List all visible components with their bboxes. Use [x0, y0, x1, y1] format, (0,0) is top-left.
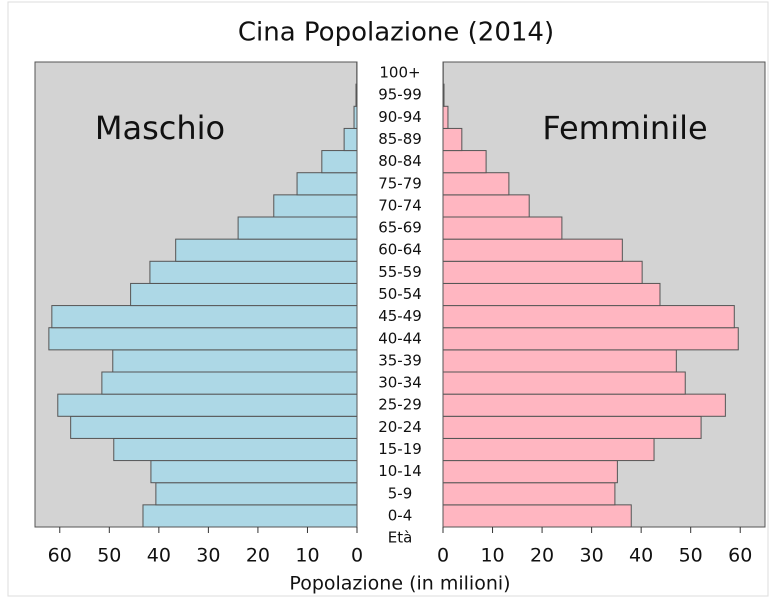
bar: [343, 127, 358, 152]
category-label: 10-14: [378, 462, 422, 480]
x-tick-label: 10: [480, 545, 504, 567]
bar: [150, 460, 358, 484]
x-tick-label: 50: [97, 545, 121, 567]
category-label: 50-54: [378, 285, 422, 303]
bar: [237, 216, 358, 240]
category-label: 60-64: [378, 241, 422, 259]
category-label: 80-84: [378, 152, 422, 170]
bar: [442, 105, 449, 129]
category-label: 100+: [379, 64, 420, 82]
bar: [442, 238, 623, 262]
x-tick-label: 20: [246, 545, 270, 567]
x-tick-label: 0: [437, 545, 449, 567]
category-label: 5-9: [388, 484, 413, 502]
bar: [149, 260, 358, 284]
series-label: Maschio: [95, 109, 225, 147]
bar: [155, 482, 358, 506]
category-label: 55-59: [378, 263, 422, 281]
category-label: 70-74: [378, 196, 422, 214]
bar: [442, 327, 739, 351]
bar: [442, 437, 655, 462]
bar: [442, 260, 643, 284]
category-label: 25-29: [378, 396, 422, 414]
bar: [442, 305, 735, 329]
x-tick-label: 40: [147, 545, 171, 567]
x-axis-label: Popolazione (in milioni): [289, 573, 510, 595]
x-tick-label: 60: [48, 545, 72, 567]
bar: [142, 504, 358, 528]
bar: [353, 105, 358, 129]
bar: [442, 393, 726, 417]
bar: [101, 371, 358, 395]
bar: [442, 504, 632, 528]
category-label: 15-19: [378, 440, 422, 458]
bar: [48, 327, 358, 351]
x-tick-label: 30: [196, 545, 220, 567]
x-tick-label: 60: [728, 545, 752, 567]
x-tick-label: 30: [580, 545, 604, 567]
bar: [273, 194, 358, 218]
category-label: 90-94: [378, 108, 422, 126]
bar: [442, 150, 487, 174]
category-label: 85-89: [378, 130, 422, 148]
bar: [442, 349, 677, 373]
bar: [442, 194, 530, 218]
bar: [442, 482, 616, 506]
category-label: 45-49: [378, 307, 422, 325]
x-tick-label: 50: [679, 545, 703, 567]
x-tick-label: 0: [351, 545, 363, 567]
series-label: Femminile: [542, 109, 707, 147]
bar: [112, 349, 358, 373]
bar: [442, 460, 618, 484]
bar: [296, 172, 358, 196]
category-label: 75-79: [378, 174, 422, 192]
category-label: 65-69: [378, 219, 422, 237]
category-label: 0-4: [388, 506, 413, 524]
x-tick-label: 20: [530, 545, 554, 567]
bar: [442, 371, 686, 395]
bar: [442, 216, 563, 240]
y-axis-label: Età: [388, 529, 413, 547]
category-label: 20-24: [378, 418, 422, 436]
bar: [113, 437, 358, 462]
bar: [130, 282, 358, 307]
category-label: 95-99: [378, 86, 422, 104]
x-tick-label: 10: [295, 545, 319, 567]
bar: [442, 282, 661, 307]
x-tick-label: 40: [629, 545, 653, 567]
bar: [321, 150, 358, 174]
bar: [51, 305, 358, 329]
bar: [442, 415, 702, 439]
bar: [442, 83, 445, 107]
category-label: 35-39: [378, 351, 422, 369]
category-label: 40-44: [378, 329, 422, 347]
bar: [442, 127, 463, 152]
bar: [70, 415, 358, 439]
bar: [175, 238, 358, 262]
bar: [355, 83, 358, 107]
bar: [442, 172, 510, 196]
chart-title: Cina Popolazione (2014): [238, 18, 554, 48]
category-label: 30-34: [378, 374, 422, 392]
bar: [57, 393, 358, 417]
